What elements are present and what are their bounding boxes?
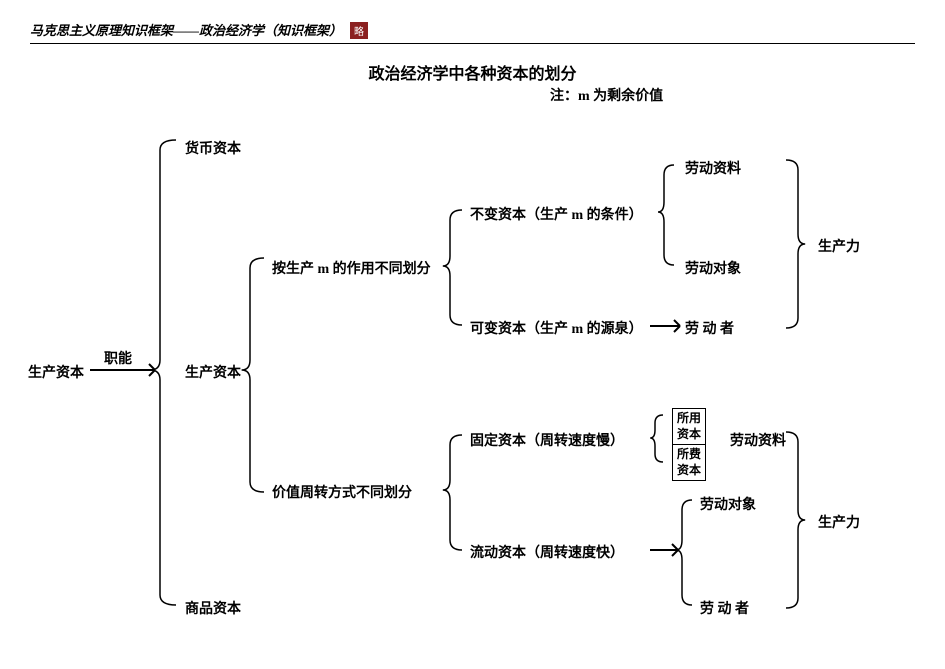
node-fixed-capital: 固定资本（周转速度慢） (470, 430, 624, 450)
node-labor-object-1: 劳动对象 (685, 258, 741, 278)
node-variable-capital: 可变资本（生产 m 的源泉） (470, 318, 643, 338)
node-laborer-2: 劳 动 者 (700, 598, 749, 618)
node-productivity-2: 生产力 (818, 512, 860, 532)
header-rule (30, 43, 915, 44)
node-labor-object-2: 劳动对象 (700, 494, 756, 514)
page-header: 马克思主义原理知识框架——政治经济学（知识框架） 略 (30, 20, 915, 44)
node-circulating-capital: 流动资本（周转速度快） (470, 542, 624, 562)
node-productive-capital: 生产资本 (185, 362, 241, 382)
node-constant-capital: 不变资本（生产 m 的条件） (470, 204, 643, 224)
node-capital-employed: 所用资本 (672, 408, 706, 445)
diagram-title: 政治经济学中各种资本的划分 (0, 60, 945, 84)
node-productivity-1: 生产力 (818, 236, 860, 256)
header-badge: 略 (350, 22, 368, 39)
node-labor-means-1: 劳动资料 (685, 158, 741, 178)
node-commodity-capital: 商品资本 (185, 598, 241, 618)
arrow-label-function: 职能 (104, 348, 132, 368)
diagram-note: 注：m 为剩余价值 (550, 85, 663, 105)
header-text: 马克思主义原理知识框架——政治经济学（知识框架） (30, 23, 342, 38)
node-by-role: 按生产 m 的作用不同划分 (272, 258, 431, 278)
node-capital-consumed: 所费资本 (672, 444, 706, 481)
node-labor-means-2: 劳动资料 (730, 430, 786, 450)
node-root: 生产资本 (28, 362, 84, 382)
node-laborer-1: 劳 动 者 (685, 318, 734, 338)
node-money-capital: 货币资本 (185, 138, 241, 158)
node-by-turnover: 价值周转方式不同划分 (272, 482, 412, 502)
